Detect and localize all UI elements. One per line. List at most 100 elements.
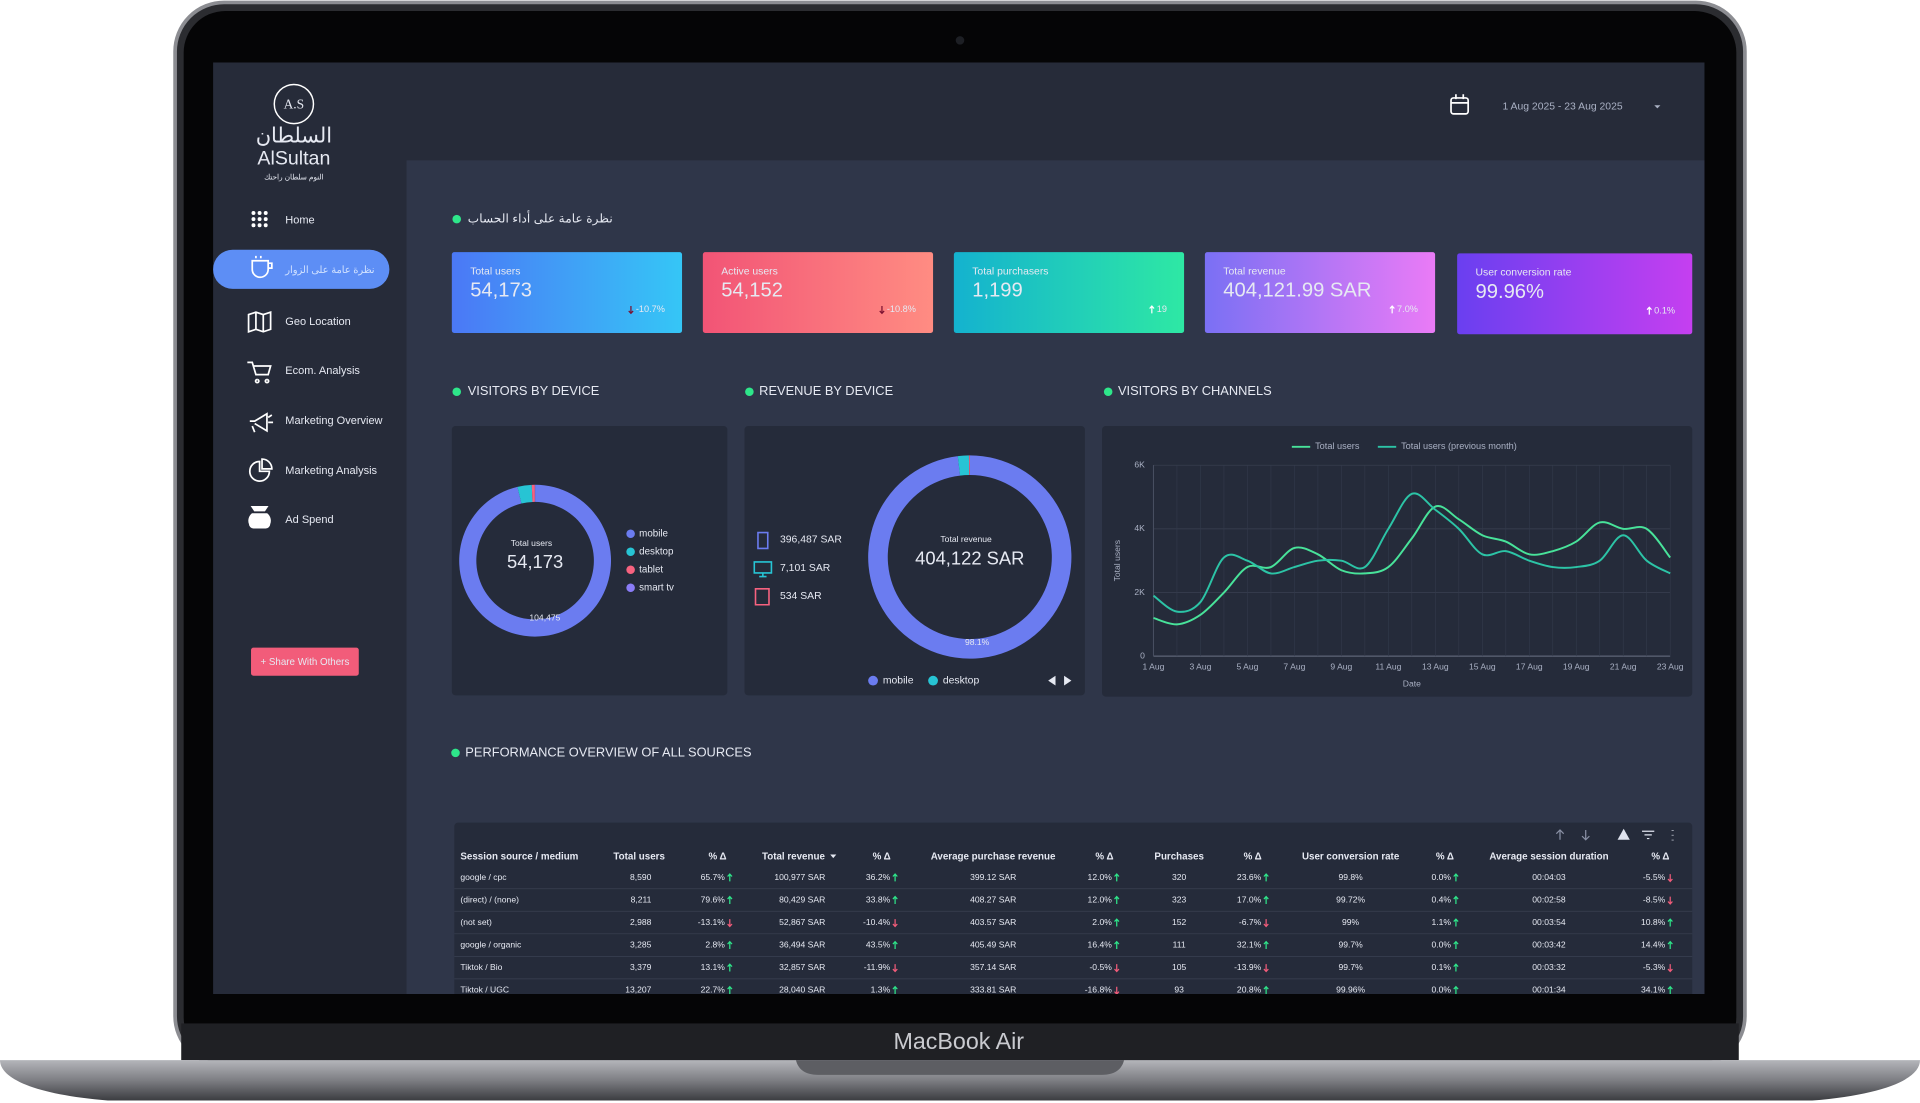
kpi-card (702, 252, 934, 333)
table-cell: 1.3% (871, 985, 891, 995)
table-cell: 52,867 SAR (779, 917, 825, 927)
table-cell: 99% (1342, 917, 1360, 927)
date-range[interactable]: 1 Aug 2025 - 23 Aug 2025 (1502, 101, 1622, 112)
legend-swatch (868, 675, 878, 686)
title-dot (452, 214, 462, 224)
nav-item[interactable]: Geo Location (285, 316, 350, 328)
table-cell: 16.4% (1088, 940, 1113, 950)
megaphone-icon (249, 412, 274, 433)
x-tick-label: 23 Aug (1657, 661, 1684, 671)
table-cell: 0.4% (1431, 895, 1451, 905)
nav-item[interactable]: Ecom. Analysis (285, 365, 360, 377)
kpi-change: -10.8% (887, 304, 916, 314)
calendar-icon[interactable] (1450, 94, 1470, 115)
y-tick-label: 2K (1134, 587, 1145, 597)
column-header[interactable]: % Δ (873, 852, 891, 863)
nav-item[interactable]: Marketing Analysis (285, 465, 377, 477)
arrow-up (727, 940, 733, 949)
table-cell: 99.7% (1338, 962, 1363, 972)
table-toolbar[interactable] (1555, 828, 1674, 841)
legend-label: tablet (639, 564, 663, 575)
nav-item[interactable]: Ad Spend (285, 514, 333, 526)
legend-label: mobile (639, 528, 668, 539)
date-caret[interactable] (1654, 105, 1661, 109)
nav-item[interactable]: نظرة عامة على الزوار (284, 265, 374, 276)
kpi-label: Total revenue (1223, 267, 1286, 278)
table-cell: 23.6% (1237, 872, 1262, 882)
table-cell: 2.0% (1092, 917, 1112, 927)
table-cell: 99.72% (1336, 895, 1365, 905)
arrow-down (1667, 896, 1673, 905)
legend-label: desktop (639, 546, 674, 557)
center-label: Total users (511, 538, 552, 548)
device-value: 534 SAR (780, 591, 822, 602)
share-button[interactable] (251, 647, 359, 676)
column-header[interactable]: % Δ (709, 852, 727, 863)
arrow-down (879, 306, 885, 315)
column-header[interactable]: Total revenue (762, 852, 825, 863)
table-cell: (direct) / (none) (460, 895, 519, 905)
chin (181, 1023, 1739, 1061)
arrow-up (1263, 940, 1269, 949)
arrow-up (1667, 985, 1673, 995)
kpi-value: 99.96% (1476, 281, 1545, 303)
y-tick-label: 0 (1140, 650, 1145, 660)
table-cell: 2,988 (630, 917, 652, 927)
share-button-label[interactable]: + Share With Others (260, 657, 349, 668)
table-cell: 105 (1172, 962, 1187, 972)
nav-item[interactable]: Home (285, 214, 314, 226)
nav-item[interactable]: Marketing Overview (285, 415, 382, 427)
donut-slice (968, 455, 970, 475)
section-title: PERFORMANCE OVERVIEW OF ALL SOURCES (465, 744, 751, 759)
column-header[interactable]: Total users (613, 852, 665, 863)
table-cell: 99.8% (1338, 872, 1363, 882)
arrow-down (727, 919, 733, 928)
sort-indicator[interactable] (830, 854, 837, 859)
overview-title: نظرة عامة على أداء الحساب (468, 210, 613, 225)
column-header[interactable]: Purchases (1154, 852, 1204, 863)
legend-pager[interactable] (1048, 675, 1072, 686)
table-cell: 13,207 (625, 985, 651, 995)
arrow-down (1114, 986, 1120, 995)
legend-label: Total users (previous month) (1401, 441, 1517, 451)
column-header[interactable]: Session source / medium (460, 852, 578, 863)
column-header[interactable]: User conversion rate (1302, 852, 1400, 863)
column-header[interactable]: Average purchase revenue (931, 852, 1056, 863)
table-cell: 320 (1172, 872, 1187, 882)
series-line (1153, 505, 1671, 626)
table-cell: 152 (1172, 917, 1187, 927)
y-tick-label: 4K (1134, 523, 1145, 533)
donut-slice (531, 484, 535, 502)
slice-label: 98.1% (965, 637, 990, 647)
active-item-bg (213, 249, 390, 289)
arrow-up (892, 985, 898, 995)
arrow-up (1453, 918, 1459, 927)
sidebar-icons (247, 211, 274, 529)
column-header[interactable]: % Δ (1651, 852, 1669, 863)
table-cell: -10.4% (863, 917, 891, 927)
table-cell: 00:03:54 (1532, 917, 1566, 927)
column-header[interactable]: % Δ (1436, 852, 1454, 863)
y-axis-title: Total users (1112, 540, 1122, 581)
arrow-up (1453, 873, 1459, 882)
column-header[interactable]: % Δ (1244, 852, 1262, 863)
kpi-value: 54,173 (470, 280, 532, 302)
table-cell: 0.1% (1431, 962, 1451, 972)
device-label: MacBook Air (894, 1028, 1025, 1054)
legend-swatch (928, 675, 938, 686)
table-cell: 403.57 SAR (970, 917, 1016, 927)
x-tick-label: 11 Aug (1375, 661, 1401, 671)
device-value: 396,487 SAR (780, 535, 842, 546)
kpi-value: 54,152 (721, 280, 783, 302)
device-icon (757, 531, 769, 550)
table-cell: 93 (1174, 985, 1184, 995)
table-cell: -16.8% (1085, 985, 1113, 995)
column-header[interactable]: % Δ (1095, 852, 1113, 863)
map-icon (247, 310, 272, 333)
panel (451, 426, 728, 696)
arrow-up (1114, 895, 1120, 904)
arrow-up (892, 940, 898, 949)
x-tick-label: 15 Aug (1469, 661, 1496, 671)
column-header[interactable]: Average session duration (1489, 852, 1608, 863)
device-icon (754, 588, 770, 606)
